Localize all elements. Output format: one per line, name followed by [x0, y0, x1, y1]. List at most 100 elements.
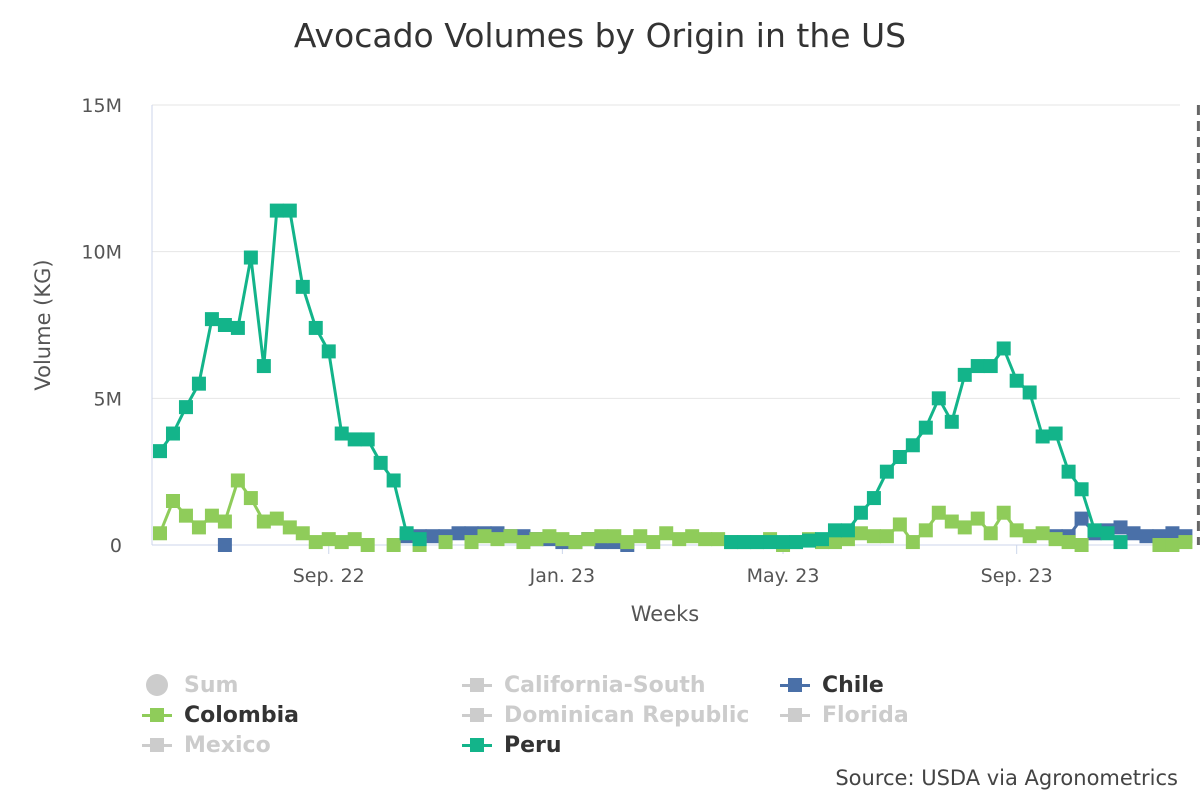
square-marker-icon — [460, 675, 494, 695]
data-point-colombia — [191, 520, 206, 535]
data-point-colombia — [295, 526, 310, 541]
data-point-colombia — [970, 511, 985, 526]
x-tick-label: Jan. 23 — [529, 565, 596, 587]
legend-item-florida[interactable]: Florida — [778, 700, 909, 730]
data-point-colombia — [178, 508, 193, 523]
legend-item-chile[interactable]: Chile — [778, 670, 884, 700]
data-point-peru — [931, 391, 946, 406]
data-point-colombia — [321, 532, 336, 547]
data-point-peru — [789, 535, 804, 550]
square-marker-icon — [460, 735, 494, 755]
data-point-peru — [1100, 526, 1115, 541]
axes: 0 5M 10M 15M Sep. 22 Jan. 23 May. 23 Sep. 23 — [81, 95, 1200, 587]
legend-label: Sum — [184, 672, 239, 698]
data-point-colombia — [153, 526, 167, 541]
grid-lines — [152, 104, 1180, 399]
data-point-peru — [1009, 373, 1024, 388]
data-point-peru — [879, 464, 894, 479]
data-point-chile — [1113, 520, 1128, 535]
series-line-peru — [158, 209, 421, 541]
data-point-colombia — [464, 535, 479, 550]
data-point-colombia — [308, 535, 323, 550]
data-point-peru — [944, 414, 959, 429]
data-point-peru — [814, 532, 829, 547]
data-point-peru — [204, 312, 219, 327]
data-point-peru — [282, 203, 297, 218]
data-point-peru — [840, 523, 855, 538]
data-point-peru — [334, 426, 349, 441]
data-point-colombia — [918, 523, 933, 538]
data-point-colombia — [1048, 532, 1063, 547]
data-point-colombia — [269, 511, 284, 526]
data-point-colombia — [892, 517, 907, 532]
data-point-peru — [1113, 535, 1128, 550]
legend-item-sum[interactable]: Sum — [140, 670, 238, 700]
data-point-colombia — [905, 535, 920, 550]
legend-item-colombia[interactable]: Colombia — [140, 700, 299, 730]
data-point-peru — [1074, 482, 1089, 497]
data-point-colombia — [529, 532, 544, 547]
data-point-colombia — [282, 520, 297, 535]
data-point-colombia — [659, 526, 674, 541]
data-point-colombia — [386, 538, 401, 552]
legend-label: California-South — [504, 672, 706, 698]
data-point-colombia — [633, 529, 648, 544]
data-point-colombia — [347, 532, 362, 547]
x-tick-label: Sep. 22 — [293, 565, 365, 587]
legend-item-dominican-republic[interactable]: Dominican Republic — [460, 700, 749, 730]
data-point-colombia — [685, 529, 700, 544]
data-point-peru — [983, 359, 998, 374]
legend-label: Dominican Republic — [504, 702, 750, 728]
x-axis-label: Weeks — [631, 602, 699, 626]
data-point-colombia — [996, 505, 1011, 520]
data-point-peru — [243, 250, 258, 265]
y-tick-label: 15M — [81, 95, 122, 117]
square-marker-icon — [140, 735, 174, 755]
source-credit: Source: USDA via Agronometrics — [835, 766, 1178, 790]
data-point-peru — [191, 376, 206, 391]
data-point-colombia — [360, 538, 375, 552]
data-point-peru — [165, 426, 180, 441]
data-point-peru — [724, 535, 739, 550]
data-point-peru — [866, 491, 881, 506]
data-point-peru — [321, 344, 336, 359]
data-point-peru — [827, 523, 842, 538]
data-point-colombia — [827, 535, 842, 550]
data-point-colombia — [607, 529, 622, 544]
data-point-peru — [308, 320, 323, 335]
line-chart: Avocado Volumes by Origin in the US Volu… — [31, 16, 1200, 626]
data-point-colombia — [879, 529, 894, 544]
data-point-colombia — [698, 532, 713, 547]
data-point-colombia — [217, 514, 232, 529]
data-point-colombia — [1152, 538, 1167, 552]
data-point-colombia — [490, 532, 505, 547]
data-point-chile — [1139, 529, 1154, 544]
data-point-peru — [256, 359, 271, 374]
data-point-peru — [776, 535, 791, 550]
square-marker-icon — [778, 705, 812, 725]
data-point-colombia — [944, 514, 959, 529]
data-point-peru — [178, 400, 193, 415]
legend-item-mexico[interactable]: Mexico — [140, 730, 271, 760]
x-tick-label: May. 23 — [747, 565, 820, 587]
data-point-colombia — [568, 535, 583, 550]
y-tick-label: 10M — [81, 242, 122, 264]
data-point-peru — [153, 444, 167, 459]
data-point-colombia — [711, 532, 726, 547]
square-marker-icon — [140, 705, 174, 725]
legend-label: Chile — [822, 672, 884, 698]
data-point-colombia — [555, 532, 570, 547]
data-point-peru — [269, 203, 284, 218]
data-point-colombia — [866, 529, 881, 544]
data-point-colombia — [1009, 523, 1024, 538]
legend-item-california-south[interactable]: California-South — [460, 670, 706, 700]
y-tick-label: 0 — [110, 535, 122, 557]
data-point-colombia — [646, 535, 661, 550]
data-point-peru — [802, 533, 816, 548]
data-point-peru — [763, 535, 778, 550]
legend-item-peru[interactable]: Peru — [460, 730, 562, 760]
data-point-colombia — [672, 532, 687, 547]
data-point-colombia — [503, 529, 518, 544]
data-point-peru — [892, 450, 907, 464]
series-layer — [153, 203, 1193, 552]
